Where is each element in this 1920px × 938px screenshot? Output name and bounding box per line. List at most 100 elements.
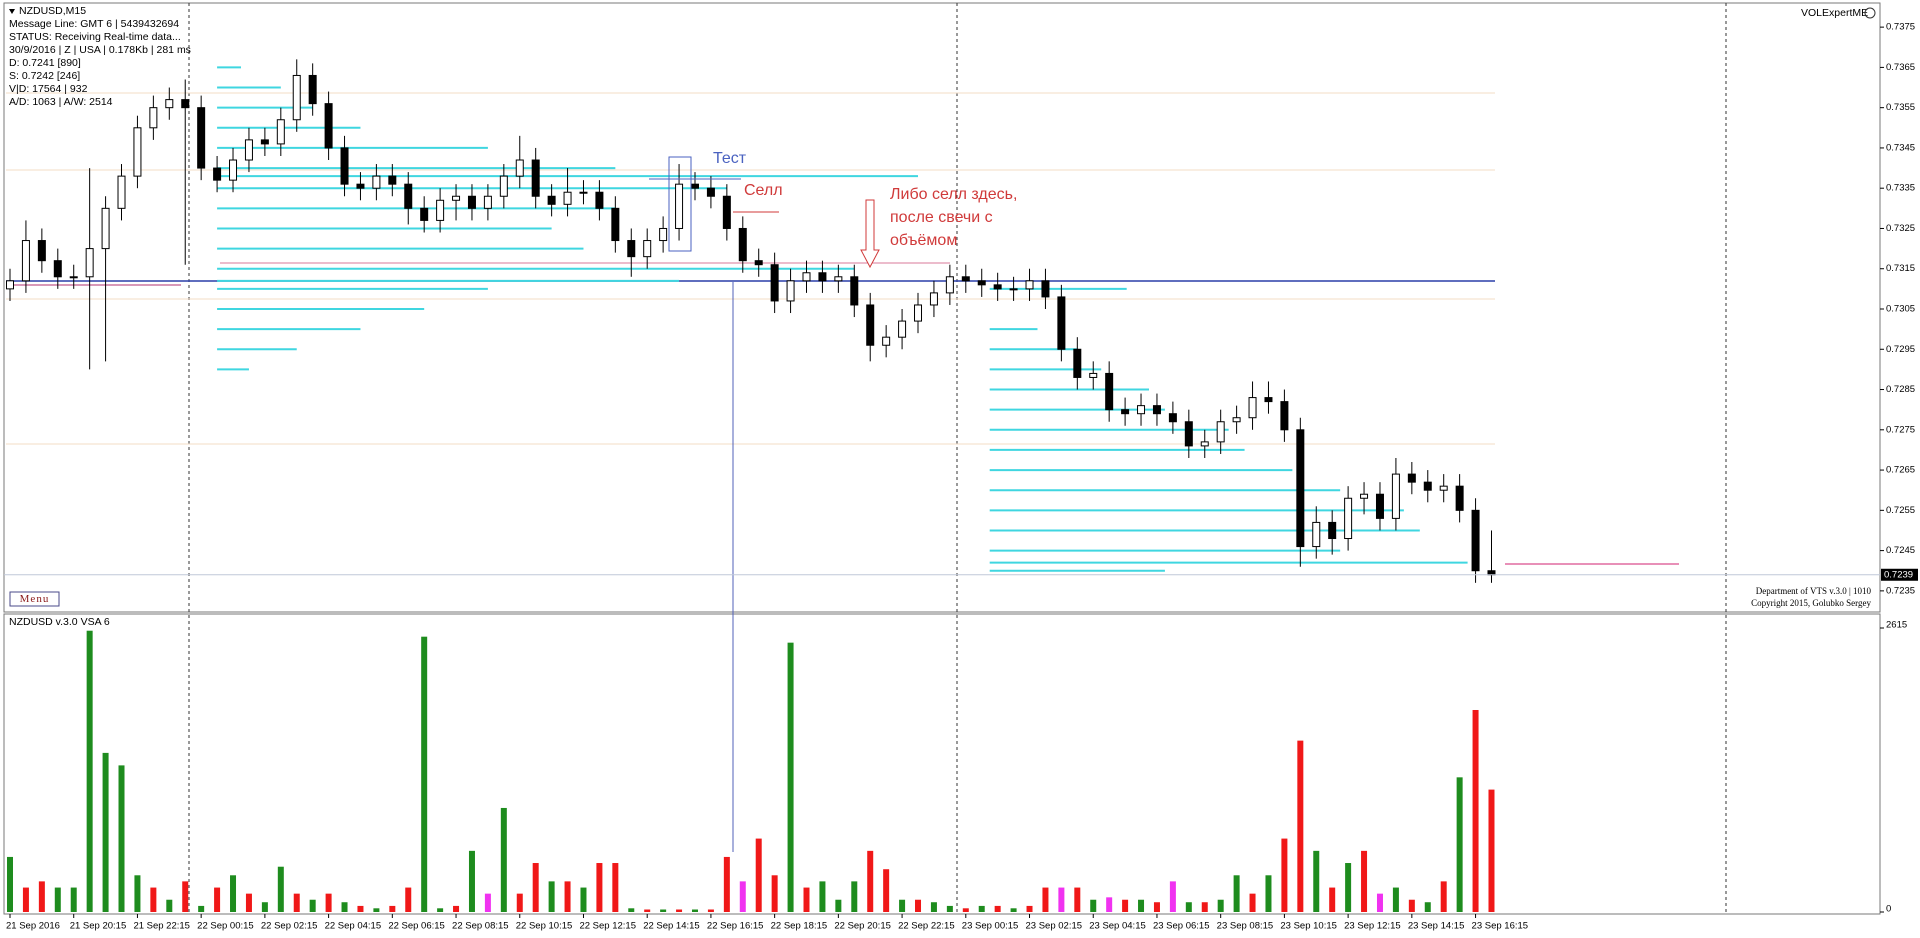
volume-bar	[500, 807, 507, 912]
candle-body	[292, 74, 301, 121]
candle-body	[1360, 493, 1369, 499]
indicator-icon[interactable]	[1864, 7, 1876, 19]
annotation: объёмом	[890, 232, 957, 249]
info-line: D: 0.7241 [890]	[9, 57, 81, 69]
y-tick-label: 0.7245	[1886, 545, 1915, 556]
volume-bar	[1329, 887, 1336, 912]
candle-body	[1455, 485, 1464, 511]
volume-bar	[1249, 893, 1256, 912]
volume-bar	[994, 905, 1001, 912]
volume-y-tick-label: 2615	[1886, 620, 1907, 631]
candle-body	[547, 195, 556, 205]
volume-bar	[1026, 905, 1033, 912]
y-tick-label: 0.7335	[1886, 183, 1915, 194]
volume-bar	[1153, 902, 1160, 912]
volume-bar	[1122, 899, 1129, 912]
x-tick-label: 23 Sep 16:15	[1472, 921, 1529, 932]
candle-body	[786, 280, 795, 302]
volume-bar	[819, 881, 826, 912]
candle-body	[690, 183, 699, 189]
menu-label[interactable]: Menu	[20, 593, 50, 605]
volume-bar	[1074, 887, 1081, 912]
candle-body	[133, 127, 142, 177]
candle-body	[467, 195, 476, 209]
volume-bar	[277, 866, 284, 912]
volume-bar	[150, 887, 157, 912]
current-price-box	[1881, 568, 1918, 581]
x-tick-label: 23 Sep 10:15	[1280, 921, 1337, 932]
x-tick-label: 22 Sep 08:15	[452, 921, 509, 932]
info-line: STATUS: Receiving Real-time data...	[9, 31, 181, 43]
volume-bar	[660, 909, 667, 912]
candle-body	[898, 320, 907, 338]
volume-bar	[787, 642, 794, 912]
x-tick-label: 22 Sep 06:15	[388, 921, 445, 932]
candle-body	[1375, 493, 1384, 519]
volume-bar	[118, 765, 125, 912]
volume-bar	[341, 902, 348, 912]
candle-body	[961, 276, 970, 282]
volume-bar	[1042, 887, 1049, 912]
x-tick-label: 23 Sep 04:15	[1089, 921, 1146, 932]
candle-body	[388, 175, 397, 185]
candle-body	[579, 191, 588, 194]
candle-body	[69, 276, 78, 279]
info-line: A/D: 1063 | A/W: 2514	[9, 96, 113, 108]
candle-body	[197, 107, 206, 169]
y-tick-label: 0.7305	[1886, 304, 1915, 315]
y-tick-label: 0.7265	[1886, 465, 1915, 476]
volume-bar	[214, 887, 221, 912]
candle-body	[515, 159, 524, 177]
x-tick-label: 22 Sep 16:15	[707, 921, 764, 932]
info-line: S: 0.7242 [246]	[9, 70, 80, 82]
candle-body	[945, 276, 954, 294]
volume-bar	[1376, 893, 1383, 912]
volume-bar	[1472, 709, 1479, 912]
candle-body	[1089, 372, 1098, 378]
volume-bar	[1361, 850, 1368, 912]
candle-body	[117, 175, 126, 209]
volume-bars	[7, 630, 1495, 912]
y-tick-label: 0.7295	[1886, 344, 1915, 355]
menu-button[interactable]	[9, 591, 60, 607]
arrow	[860, 199, 880, 269]
candle-body	[722, 195, 731, 229]
candle-body	[1264, 397, 1273, 403]
candle-body	[276, 119, 285, 145]
annotation: Селл	[744, 182, 783, 199]
volume-bar	[182, 881, 189, 912]
volume-pane	[3, 613, 1881, 915]
volume-bar	[437, 908, 444, 912]
candle-body	[563, 191, 572, 205]
x-tick-label: 22 Sep 02:15	[261, 921, 318, 932]
candle-body	[531, 159, 540, 197]
volume-bar	[1281, 838, 1288, 912]
volume-bar	[851, 881, 858, 912]
volume-bar	[1217, 899, 1224, 912]
volume-bar	[1440, 881, 1447, 912]
y-tick-label: 0.7365	[1886, 62, 1915, 73]
x-tick-label: 22 Sep 18:15	[771, 921, 828, 932]
x-tick-label: 23 Sep 02:15	[1026, 921, 1083, 932]
volume-bar	[771, 875, 778, 912]
candle-body	[929, 292, 938, 306]
candle-body	[483, 195, 492, 209]
volume-bar	[1265, 875, 1272, 912]
candle-body	[818, 272, 827, 282]
volume-bar	[676, 909, 683, 912]
volume-bar	[978, 905, 985, 912]
candle-body	[866, 304, 875, 346]
volume-bar	[198, 905, 205, 912]
volume-bar	[405, 887, 412, 912]
volume-bar	[596, 863, 603, 912]
volume-bar	[691, 909, 698, 912]
candle-body	[882, 336, 891, 346]
candle-body	[1423, 481, 1432, 491]
y-tick-label: 0.7275	[1886, 424, 1915, 435]
volume-bar	[899, 899, 906, 912]
volume-bar	[102, 752, 109, 912]
volume-bar	[1392, 887, 1399, 912]
volume-bar	[357, 905, 364, 912]
collapse-icon[interactable]	[9, 9, 15, 14]
